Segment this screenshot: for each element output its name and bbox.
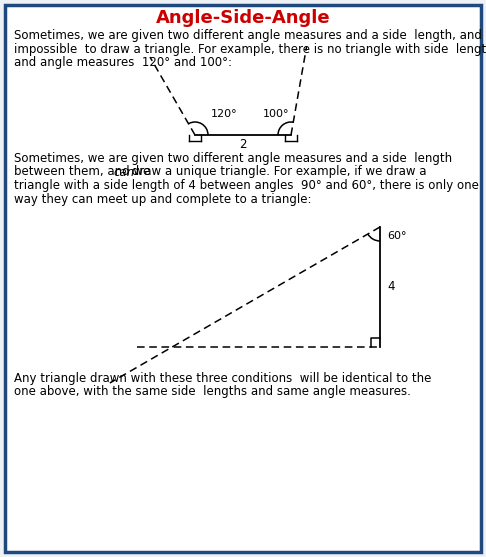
- Text: one above, with the same side  lengths and same angle measures.: one above, with the same side lengths an…: [14, 385, 411, 398]
- Text: impossible  to draw a triangle. For example, there is no triangle with side  len: impossible to draw a triangle. For examp…: [14, 42, 486, 56]
- Text: Sometimes, we are given two different angle measures and a side  length, and it : Sometimes, we are given two different an…: [14, 29, 486, 42]
- Text: Angle-Side-Angle: Angle-Side-Angle: [156, 9, 330, 27]
- Text: and angle measures  120° and 100°:: and angle measures 120° and 100°:: [14, 56, 232, 69]
- Text: way they can meet up and complete to a triangle:: way they can meet up and complete to a t…: [14, 193, 312, 206]
- Text: 100°: 100°: [262, 109, 289, 119]
- Text: draw a unique triangle. For example, if we draw a: draw a unique triangle. For example, if …: [127, 165, 426, 178]
- Text: 60°: 60°: [387, 231, 406, 241]
- Text: 2: 2: [239, 138, 247, 151]
- Text: can: can: [113, 165, 135, 178]
- Text: 4: 4: [387, 281, 395, 294]
- Text: Any triangle drawn with these three conditions  will be identical to the: Any triangle drawn with these three cond…: [14, 372, 432, 385]
- Text: 120°: 120°: [211, 109, 238, 119]
- Text: triangle with a side length of 4 between angles  90° and 60°, there is only one: triangle with a side length of 4 between…: [14, 179, 479, 192]
- Text: between them, and we: between them, and we: [14, 165, 154, 178]
- Text: Sometimes, we are given two different angle measures and a side  length: Sometimes, we are given two different an…: [14, 152, 452, 165]
- FancyBboxPatch shape: [5, 5, 481, 552]
